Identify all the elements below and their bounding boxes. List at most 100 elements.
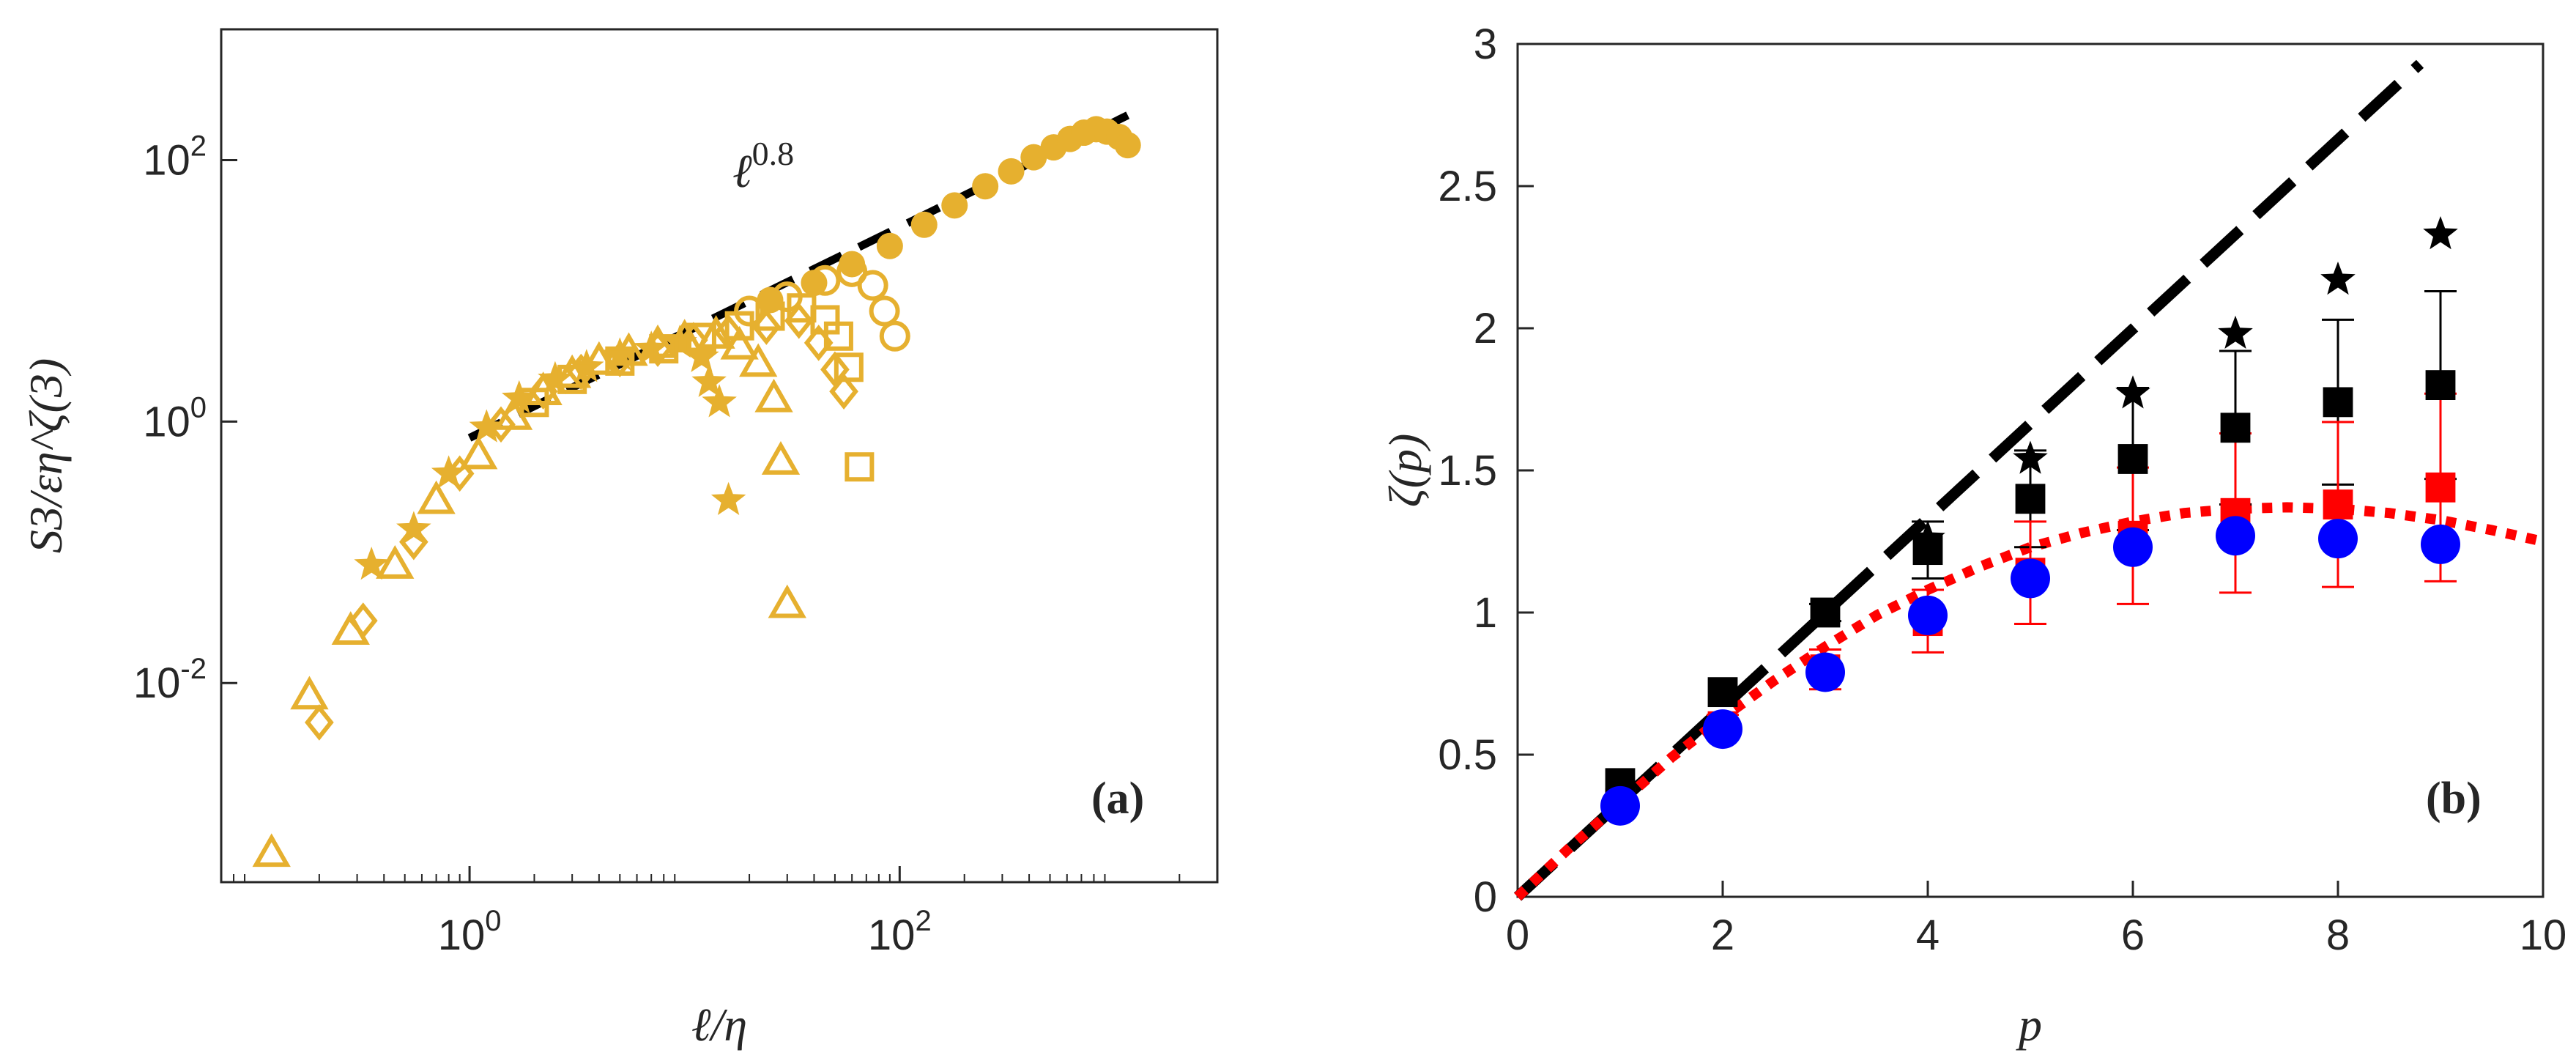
panel-b-ylabel: ζ(p) [1379, 434, 1431, 508]
panel-a-point-circles-filled [998, 158, 1025, 185]
panel-b-point-blue-circles [1805, 652, 1845, 692]
panel-b-line-dotted [1514, 502, 2545, 901]
panel-a-point-circles-filled [910, 211, 938, 238]
panel-a-xtick-label: 100 [438, 905, 502, 959]
panel-a-point-stars [602, 337, 638, 371]
panel-b-tag: (b) [2426, 774, 2482, 824]
panel-b-xtick-label: 6 [2121, 911, 2145, 959]
panel-b-point-black-stars [2423, 216, 2458, 250]
panel-b-ytick-label: 3 [1474, 21, 1497, 68]
panel-a-ytick-exp: 2 [190, 130, 207, 162]
panel-a-fit-label-base: ℓ [732, 145, 752, 197]
panel-a-point-diamonds [829, 373, 858, 410]
panel-a-point-circles-open [879, 320, 910, 352]
panel-a-point-triangles [761, 441, 801, 475]
panel-a-point-diamonds [486, 406, 516, 443]
panel-b: 0 2 4 6 8 10 0 0.5 1 1.5 2 2.5 3 (b) p ζ(p) [1379, 21, 2566, 1051]
panel-b-point-black-stars [2218, 315, 2253, 349]
panel-a-point-squares [557, 364, 587, 394]
panel-b-point-red-squares [2323, 489, 2353, 519]
panel-a-xtick-base: 10 [868, 911, 916, 959]
panel-b-xtick-label: 0 [1506, 911, 1529, 959]
panel-a-point-stars [538, 360, 573, 395]
panel-a-xtick-exp: 0 [485, 905, 501, 937]
panel-b-line-dashed [1513, 59, 2424, 901]
panel-b-point-black-squares [2425, 370, 2456, 400]
panel-a-marks [252, 116, 1141, 868]
panel-a-point-circles-filled [1020, 144, 1047, 171]
panel-a-point-squares [519, 388, 549, 418]
panel-b-ytick-label: 1 [1474, 589, 1497, 637]
panel-b-point-black-squares [1810, 597, 1841, 628]
panel-b-point-blue-circles [2216, 516, 2255, 556]
panel-a-point-circles-filled [876, 232, 903, 259]
panel-a-point-circles-filled [757, 286, 784, 314]
panel-a-point-diamonds [445, 455, 475, 492]
panel-a-point-stars [502, 380, 537, 414]
panel-a-point-triangles [290, 676, 329, 710]
panel-a-point-squares [605, 346, 635, 376]
panel-a-point-triangles [376, 545, 415, 579]
panel-a-point-diamonds [713, 314, 743, 351]
panel-b-point-red-squares [2425, 472, 2456, 503]
panel-a-point-circles-filled [972, 173, 999, 200]
panel-a-point-triangles [252, 833, 291, 868]
panel-b-xtick-label: 2 [1711, 911, 1734, 959]
panel-a-ytick-exp: 0 [190, 391, 207, 423]
panel-a-point-circles-filled [941, 192, 968, 219]
panel-a-tag: (a) [1091, 774, 1144, 824]
panel-b-xtick-label: 8 [2326, 911, 2350, 959]
panel-a-point-stars [354, 547, 389, 580]
panel-a-point-stars [691, 363, 727, 397]
panel-a-ytick-label: 10-2 [133, 653, 207, 707]
panel-b-lines [1513, 59, 2545, 901]
panel-b-point-blue-circles [2113, 527, 2153, 567]
panel-a-point-triangles [417, 480, 456, 514]
panel-a-plot-area [220, 28, 1219, 884]
panel-a-point-diamonds [679, 322, 708, 358]
panel-a-ylabel: S3/εη^ζ(3) [20, 358, 72, 553]
panel-a-point-triangles [739, 343, 778, 377]
panel-a-ytick-base: 10 [143, 398, 190, 445]
panel-a-point-stars [684, 339, 719, 372]
panel-a-point-circles-open [869, 295, 900, 327]
panel-a-point-circles-filled [801, 270, 828, 297]
panel-a-point-stars [469, 409, 505, 443]
panel-b-marks [1600, 216, 2460, 826]
panel-b-xtick-label: 10 [2520, 911, 2567, 959]
panel-b-point-blue-circles [2421, 524, 2460, 564]
panel-a-xlabel: ℓ/η [691, 999, 747, 1051]
panel-b-point-blue-circles [1908, 595, 1948, 635]
panel-b-point-blue-circles [2318, 519, 2358, 559]
panel-a-point-diamonds [399, 523, 428, 561]
panel-b-point-black-squares [2220, 413, 2251, 443]
panel-a-point-squares [686, 322, 716, 352]
panel-b-point-blue-circles [1600, 785, 1640, 826]
panel-a-point-squares [834, 352, 864, 382]
panel-a-point-stars [710, 481, 746, 515]
panel-a-point-circles-open [734, 295, 765, 327]
panel-a-point-circles-filled [1114, 132, 1141, 159]
panel-a-ytick-label: 102 [143, 130, 207, 184]
panel-b-ticks: 0 2 4 6 8 10 0 0.5 1 1.5 2 2.5 3 [1438, 21, 2566, 959]
panel-b-point-black-squares [1707, 677, 1738, 708]
panel-a-xtick-base: 10 [438, 911, 486, 959]
panel-b-xlabel: p [2016, 999, 2042, 1051]
panel-b-ytick-label: 1.5 [1438, 447, 1497, 495]
panel-b-point-blue-circles [2011, 558, 2050, 599]
panel-a-fit-label: ℓ0.8 [732, 135, 794, 197]
panel-a-point-triangles [768, 584, 806, 618]
panel-b-point-blue-circles [1703, 709, 1742, 750]
panel-b-xtick-label: 4 [1916, 911, 1940, 959]
panel-b-ytick-label: 2 [1474, 305, 1497, 352]
panel-a-ytick-base: 10 [133, 659, 181, 707]
panel-b-ytick-label: 2.5 [1438, 163, 1497, 210]
panel-a-xtick-label: 102 [868, 905, 932, 959]
panel-a-point-squares [649, 334, 679, 364]
panel-a-point-triangles [754, 378, 793, 413]
panel-a-point-circles-filled [839, 251, 866, 278]
panel-b-point-black-stars [2013, 440, 2048, 474]
